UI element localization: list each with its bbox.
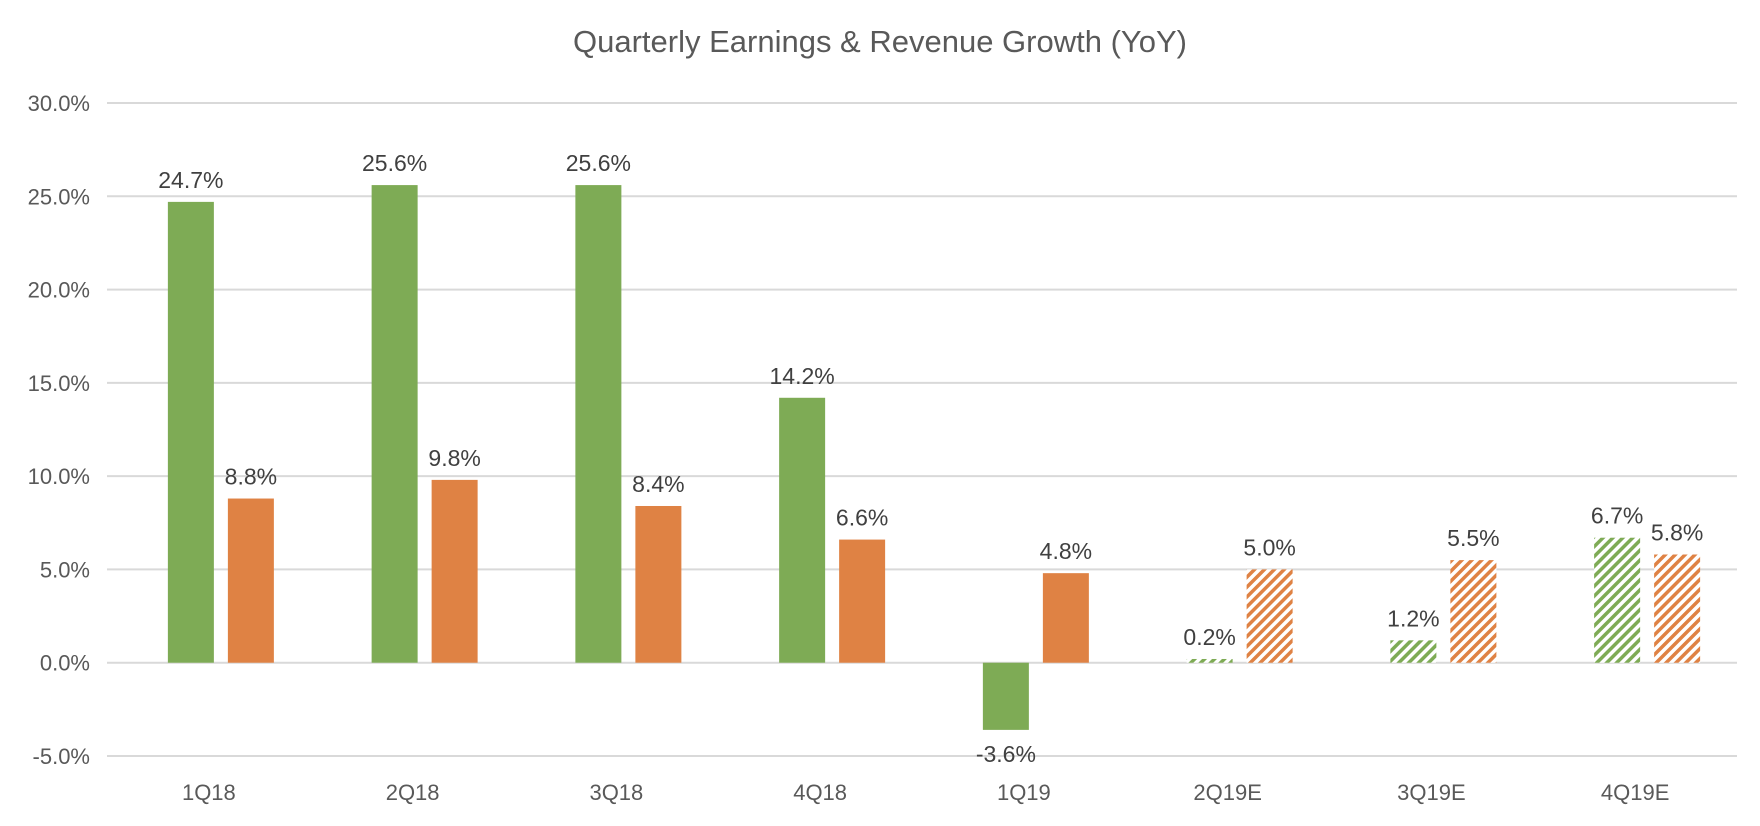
y-tick-label: 30.0%: [28, 91, 90, 116]
y-tick-label: 0.0%: [40, 651, 90, 676]
y-tick-label: 15.0%: [28, 371, 90, 396]
data-label: 24.7%: [158, 167, 223, 193]
y-tick-label: 10.0%: [28, 464, 90, 489]
y-axis: 30.0% 25.0% 20.0% 15.0% 10.0% 5.0% 0.0% -5.0%: [28, 91, 90, 769]
x-tick-label: 2Q18: [386, 780, 440, 805]
bars: [167, 185, 1701, 730]
data-label: 8.8%: [225, 464, 277, 490]
x-tick-label: 1Q18: [182, 780, 236, 805]
data-label: 14.2%: [770, 363, 835, 389]
data-label: 25.6%: [362, 150, 427, 176]
x-axis: 1Q18 2Q18 3Q18 4Q18 1Q19 2Q19E 3Q19E 4Q19E: [182, 780, 1669, 805]
data-label: 0.2%: [1183, 624, 1235, 650]
chart-title: Quarterly Earnings & Revenue Growth (YoY…: [573, 24, 1187, 59]
data-labels: 24.7% 8.8% 25.6% 9.8% 25.6% 8.4% 14.2% 6.6% -3.6…: [158, 150, 1703, 767]
x-tick-label: 4Q19E: [1601, 780, 1670, 805]
x-tick-label: 2Q19E: [1193, 780, 1262, 805]
data-label: 5.0%: [1243, 534, 1295, 560]
revenue-bar-2q19e: [1246, 569, 1293, 663]
data-label: 6.6%: [836, 505, 888, 531]
earnings-bar-1q18: [167, 201, 214, 663]
data-label: 9.8%: [428, 445, 480, 471]
earnings-bar-4q18: [779, 397, 826, 663]
earnings-bar-1q19: [982, 662, 1029, 730]
x-tick-label: 3Q19E: [1397, 780, 1466, 805]
earnings-bar-4q19e: [1594, 537, 1641, 663]
data-label: 4.8%: [1040, 538, 1092, 564]
y-tick-label: -5.0%: [33, 744, 90, 769]
data-label: 1.2%: [1387, 605, 1439, 631]
data-label: 5.8%: [1651, 520, 1703, 546]
earnings-bar-2q18: [371, 185, 418, 663]
revenue-bar-3q18: [635, 505, 682, 663]
data-label: -3.6%: [976, 741, 1036, 767]
revenue-bar-4q19e: [1654, 554, 1701, 663]
revenue-bar-1q18: [227, 498, 274, 663]
x-tick-label: 1Q19: [997, 780, 1051, 805]
revenue-bar-1q19: [1042, 573, 1089, 663]
y-tick-label: 20.0%: [28, 278, 90, 303]
earnings-bar-2q19e: [1186, 658, 1233, 663]
revenue-bar-3q19e: [1450, 560, 1497, 663]
earnings-bar-3q18: [575, 185, 622, 663]
earnings-bar-3q19e: [1390, 640, 1437, 663]
y-tick-label: 5.0%: [40, 557, 90, 582]
data-label: 5.5%: [1447, 525, 1499, 551]
revenue-bar-2q18: [431, 479, 478, 663]
data-label: 25.6%: [566, 150, 631, 176]
data-label: 6.7%: [1591, 503, 1643, 529]
x-tick-label: 4Q18: [793, 780, 847, 805]
x-tick-label: 3Q18: [589, 780, 643, 805]
y-tick-label: 25.0%: [28, 184, 90, 209]
revenue-bar-4q18: [839, 539, 886, 663]
data-label: 8.4%: [632, 471, 684, 497]
